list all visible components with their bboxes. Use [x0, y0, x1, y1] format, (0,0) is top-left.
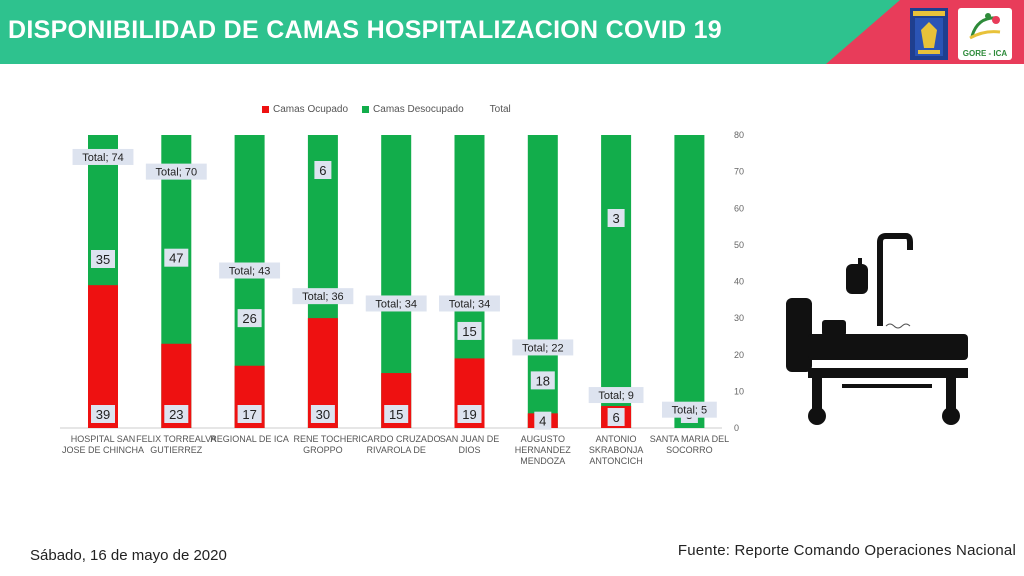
ocupado-value-label: 4: [539, 414, 546, 429]
legend-swatch-ocupado: [262, 106, 269, 113]
desocupado-value-label: 35: [96, 252, 110, 267]
total-label: Total; 5: [672, 405, 707, 417]
desocupado-label-box: [530, 371, 555, 390]
total-label: Total; 36: [302, 291, 344, 303]
ocupado-value-label: 30: [316, 407, 330, 422]
category-label: ANTONIO SKRABONJA ANTONCICH: [589, 434, 644, 466]
hospital-bed-icon: [786, 233, 968, 425]
bar-desocupado: [601, 135, 632, 428]
y-tick-label: 40: [734, 277, 744, 287]
desocupado-label-box: [237, 309, 262, 328]
ocupado-label-box: [457, 405, 482, 423]
ocupado-label-box: [164, 405, 189, 423]
legend-label-total: Total: [489, 104, 511, 115]
ocupado-label-box: [237, 405, 262, 423]
y-tick-label: 70: [734, 167, 744, 177]
university-logo: [910, 8, 948, 60]
ocupado-label-box: [534, 411, 552, 430]
legend-label-ocupado: Camas Ocupado: [273, 104, 349, 115]
data-source: Fuente: Reporte Comando Operaciones Naci…: [677, 542, 1016, 559]
desocupado-value-label: 6: [319, 163, 326, 178]
category-label: FELIX TORREALVA GUTIERREZ: [136, 434, 216, 455]
desocupado-value-label: 18: [536, 373, 550, 388]
category-label: SAN JUAN DE DIOS: [440, 434, 500, 455]
bar-ocupado: [88, 285, 118, 428]
ocupado-value-label: 15: [389, 407, 403, 422]
category-label: RICARDO CRUZADO RIVAROLA DE: [352, 434, 441, 455]
legend-item-desocupado: Camas Desocupado: [362, 104, 464, 115]
ocupado-value-label: 6: [612, 410, 619, 425]
legend-item-total: Total: [490, 104, 511, 115]
bar-desocupado: [674, 135, 705, 428]
total-label-box: [512, 339, 574, 356]
total-label: Total; 9: [598, 390, 633, 402]
y-tick-label: 60: [734, 203, 744, 213]
total-label-box: [72, 148, 134, 165]
y-tick-label: 50: [734, 240, 744, 250]
desocupado-label-box: [91, 250, 115, 268]
total-label: Total; 22: [522, 342, 564, 354]
total-label: Total; 74: [82, 152, 124, 164]
legend-label-desocupado: Camas Desocupado: [373, 104, 464, 115]
total-label-box: [365, 295, 427, 312]
ocupado-label-box: [310, 405, 335, 423]
ocupado-label-box: [91, 405, 115, 423]
desocupado-value-label: 15: [462, 324, 476, 339]
chart-legend: Camas Ocupado Camas Desocupado Total: [262, 104, 511, 115]
legend-swatch-desocupado: [362, 106, 370, 113]
total-label-box: [292, 288, 354, 305]
ocupado-value-label: 19: [462, 407, 476, 422]
total-label-box: [439, 295, 500, 312]
desocupado-value-label: 3: [612, 211, 619, 226]
desocupado-value-label: 26: [242, 311, 256, 326]
category-label: SANTA MARIA DEL SOCORRO: [650, 434, 729, 455]
desocupado-label-box: [314, 161, 332, 179]
y-tick-label: 20: [734, 350, 744, 360]
category-label: REGIONAL DE ICA: [210, 434, 289, 444]
total-label-box: [662, 401, 717, 418]
gore-ica-logo: GORE - ICA: [958, 8, 1012, 60]
y-tick-label: 30: [734, 313, 744, 323]
total-label-box: [145, 163, 207, 180]
desocupado-label-box: [457, 321, 482, 340]
category-label: AUGUSTO HERNANDEZ MENDOZA: [515, 434, 572, 466]
desocupado-value-label: 47: [169, 251, 183, 266]
total-label: Total; 70: [156, 167, 198, 179]
ocupado-label-box: [607, 408, 625, 427]
total-label: Total; 34: [375, 298, 417, 310]
ocupado-value-label: 17: [242, 407, 256, 422]
legend-item-ocupado: Camas Ocupado: [262, 104, 348, 115]
total-label: Total; 34: [449, 298, 491, 310]
total-label: Total; 43: [229, 266, 271, 278]
report-date: Sábado, 16 de mayo de 2020: [30, 547, 227, 564]
ocupado-label-box: [384, 405, 409, 423]
y-tick-label: 80: [734, 130, 744, 140]
desocupado-label-box: [607, 209, 625, 227]
logo-text: GORE - ICA: [962, 49, 1008, 58]
ocupado-value-label: 23: [169, 407, 183, 422]
total-label-box: [588, 387, 644, 404]
category-label: HOSPITAL SAN JOSE DE CHINCHA: [62, 434, 144, 455]
category-label: RENE TOCHE GROPPO: [294, 434, 353, 455]
total-label-box: [219, 262, 281, 279]
desocupado-label-box: [164, 248, 189, 267]
y-tick-label: 0: [734, 423, 739, 433]
ocupado-value-label: 39: [96, 407, 110, 422]
page-title: DISPONIBILIDAD DE CAMAS HOSPITALIZACION …: [8, 16, 722, 44]
y-tick-label: 10: [734, 386, 744, 396]
